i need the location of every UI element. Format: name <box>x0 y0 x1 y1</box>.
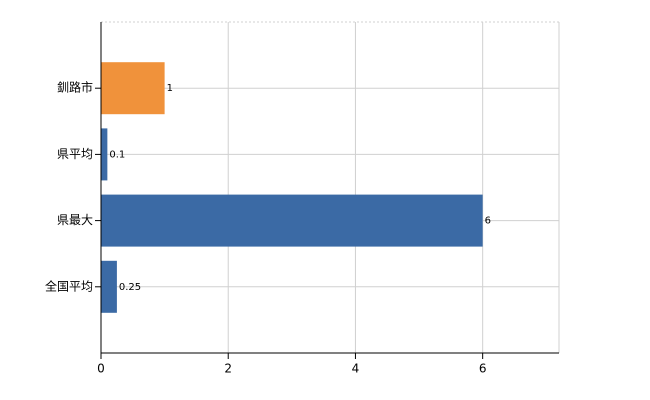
bar <box>101 128 108 181</box>
x-tick-label: 6 <box>479 362 487 376</box>
y-tick-label: 全国平均 <box>45 278 93 293</box>
x-tick-label: 2 <box>224 362 232 376</box>
y-tick-label: 県最大 <box>57 213 93 227</box>
data-label: 6 <box>485 216 491 227</box>
data-label: 0.25 <box>119 282 141 293</box>
data-label: 1 <box>167 83 173 94</box>
bar <box>101 194 483 247</box>
bar <box>101 260 117 313</box>
y-tick-label: 釧路市 <box>57 80 93 95</box>
bar <box>101 62 165 115</box>
data-label: 0.1 <box>109 149 125 160</box>
x-tick-label: 0 <box>97 362 105 376</box>
x-tick-label: 4 <box>352 362 360 376</box>
y-tick-label: 県平均 <box>57 147 93 161</box>
